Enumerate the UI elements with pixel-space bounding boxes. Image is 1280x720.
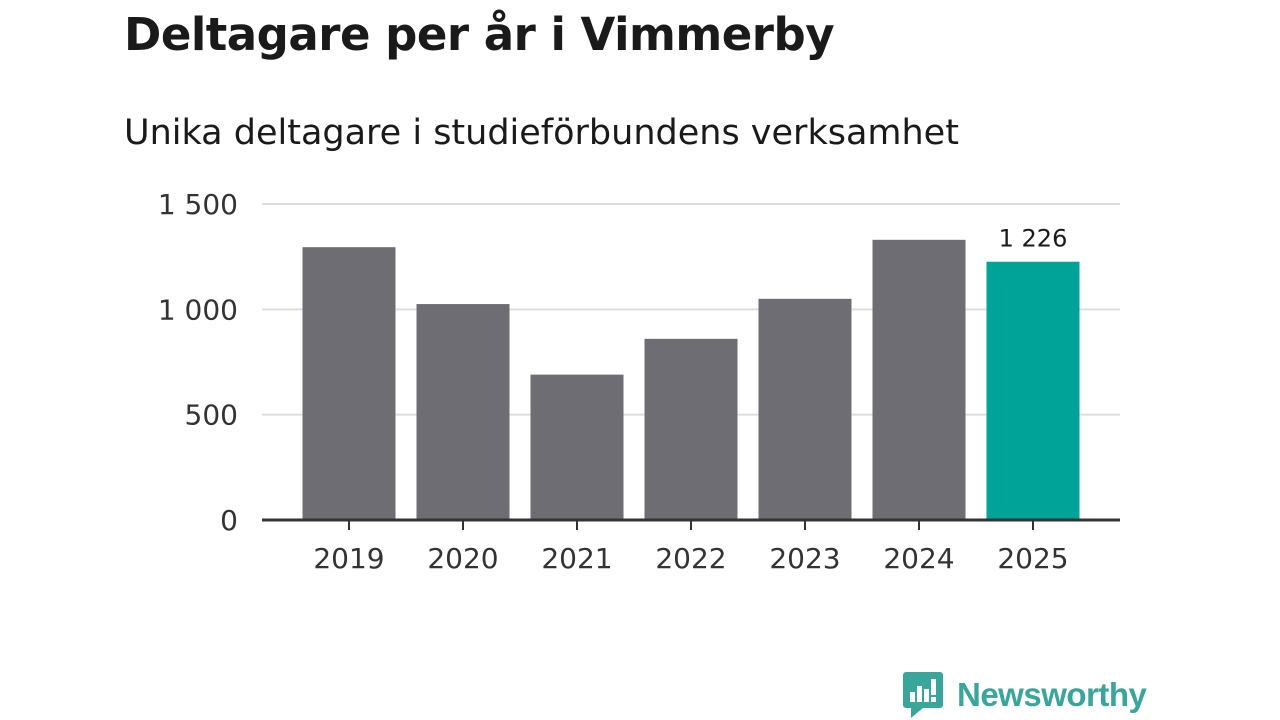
x-tick-label: 2024 [883, 542, 954, 575]
bar-2025 [986, 261, 1080, 520]
x-tick-label: 2025 [997, 542, 1068, 575]
brand-name: Newsworthy [957, 676, 1147, 713]
bar-2024 [872, 239, 966, 520]
x-tick-label: 2019 [313, 542, 384, 575]
chart-subtitle: Unika deltagare i studieförbundens verks… [124, 113, 959, 153]
brand-logo: Newsworthy [903, 672, 1147, 718]
x-tick-label: 2023 [769, 542, 840, 575]
bar-2020 [416, 304, 510, 520]
bar-2019 [302, 247, 396, 521]
y-tick-label: 500 [185, 399, 238, 432]
x-tick-label: 2021 [541, 542, 612, 575]
x-tick-label: 2022 [655, 542, 726, 575]
y-tick-label: 1 500 [158, 188, 238, 221]
newsworthy-logo-icon [903, 672, 943, 718]
bar-2022 [644, 338, 738, 520]
x-tick-label: 2020 [427, 542, 498, 575]
bar-2021 [530, 374, 624, 520]
y-tick-label: 1 000 [158, 293, 238, 326]
data-label: 1 226 [999, 225, 1068, 253]
chart-title: Deltagare per år i Vimmerby [124, 8, 835, 61]
y-tick-label: 0 [220, 504, 238, 537]
bar-2023 [758, 298, 852, 520]
